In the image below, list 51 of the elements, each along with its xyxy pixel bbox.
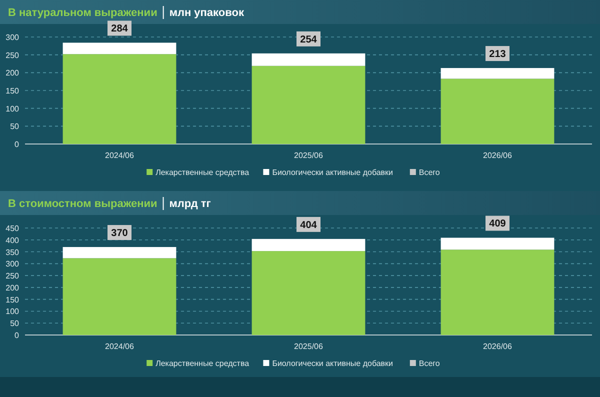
x-tick-label: 2024/06: [105, 151, 135, 160]
y-tick-label: 250: [6, 272, 20, 281]
y-tick-label: 150: [6, 86, 20, 96]
total-label: 404: [300, 220, 318, 231]
total-label: 254: [300, 34, 318, 46]
bar: [440, 68, 554, 79]
y-tick-label: 50: [10, 122, 20, 132]
y-tick-label: 400: [6, 236, 20, 245]
y-tick-label: 250: [6, 50, 20, 60]
y-tick-label: 0: [14, 140, 20, 149]
x-tick-label: 2025/06: [294, 151, 324, 160]
bar: [440, 78, 554, 144]
x-tick-label: 2025/06: [294, 342, 324, 351]
y-tick-label: 300: [6, 33, 20, 42]
bar: [252, 53, 366, 66]
bar: [252, 66, 366, 144]
bar: [62, 54, 176, 144]
x-tick-label: 2026/06: [483, 151, 513, 160]
chart-subtitle: млрд тг: [169, 198, 212, 210]
bar: [440, 238, 554, 250]
x-tick-label: 2024/06: [105, 342, 135, 351]
chart-title: В натуральном выражении: [8, 7, 158, 19]
legend-label: Лекарственные средства: [156, 359, 250, 368]
bar: [62, 258, 176, 335]
y-tick-label: 200: [6, 68, 20, 78]
bar: [62, 247, 176, 258]
total-label: 213: [489, 49, 506, 60]
y-tick-label: 100: [6, 307, 20, 316]
bar: [62, 42, 176, 54]
legend-label: Лекарственные средства: [156, 168, 250, 177]
y-tick-label: 350: [6, 248, 20, 257]
y-tick-label: 300: [6, 260, 20, 269]
y-tick-label: 150: [6, 295, 20, 304]
y-tick-label: 50: [10, 319, 20, 328]
y-tick-label: 450: [6, 224, 20, 233]
chart-title: В стоимостном выражении: [8, 198, 158, 210]
y-tick-label: 100: [6, 104, 20, 114]
x-tick-label: 2026/06: [483, 342, 513, 351]
legend-label: Всего: [418, 168, 440, 177]
legend-label: Биологически активные добавки: [272, 168, 394, 177]
total-label: 284: [111, 24, 128, 35]
bar: [440, 250, 554, 335]
total-label: 409: [489, 218, 506, 230]
y-tick-label: 200: [6, 283, 20, 292]
bar: [252, 238, 366, 252]
bar: [252, 251, 366, 335]
y-tick-label: 0: [14, 331, 20, 340]
total-label: 370: [111, 228, 128, 240]
chart-subtitle: млн упаковок: [169, 7, 244, 19]
legend-label: Биологически активные добавки: [272, 359, 394, 368]
legend-label: Всего: [418, 359, 440, 368]
